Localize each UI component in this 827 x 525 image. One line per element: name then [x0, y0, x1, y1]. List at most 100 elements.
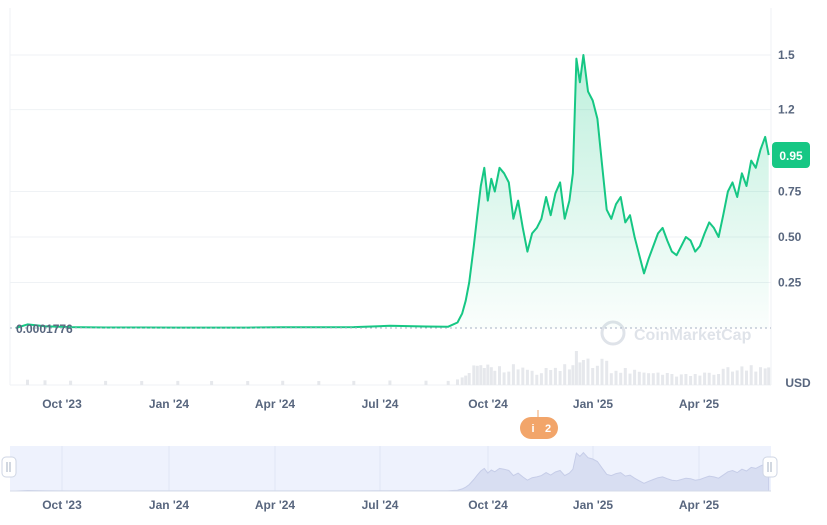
- volume-bar: [352, 380, 356, 385]
- volume-bar: [571, 365, 575, 385]
- volume-bar: [623, 368, 627, 385]
- volume-bar: [317, 381, 321, 385]
- volume-bar: [609, 373, 613, 385]
- volume-bar: [43, 380, 47, 385]
- volume-bar: [502, 372, 506, 385]
- volume-bar: [464, 375, 468, 385]
- volume-bar: [731, 371, 734, 385]
- volume-bar: [754, 371, 758, 385]
- volume-bar: [104, 380, 108, 385]
- volume-bar: [460, 377, 464, 385]
- currency-label: USD: [785, 376, 811, 390]
- events-badge[interactable]: i 2: [520, 410, 558, 439]
- y-tick-label: 0.25: [778, 276, 802, 290]
- volume-bar: [740, 366, 744, 385]
- x-tick-label: Jan '25: [573, 397, 614, 411]
- x-tick-label: Oct '24: [468, 397, 508, 411]
- navigator-x-tick-label: Apr '25: [679, 498, 720, 512]
- volume-bar: [475, 365, 479, 385]
- volume-bar: [749, 365, 753, 385]
- volume-bar: [605, 360, 609, 385]
- volume-bar: [595, 365, 599, 385]
- volume-bar: [498, 366, 501, 385]
- volume-bar: [479, 365, 483, 385]
- volume-bar: [689, 376, 693, 385]
- volume-bar: [511, 364, 515, 385]
- current-price-text: 0.95: [779, 149, 803, 163]
- volume-bar: [446, 380, 450, 385]
- volume-bar: [721, 368, 725, 385]
- volume-bar: [698, 375, 702, 385]
- navigator-x-tick-label: Apr '24: [255, 498, 296, 512]
- navigator-x-tick-label: Jan '24: [149, 498, 190, 512]
- volume-bar: [637, 371, 641, 385]
- volume-bar: [482, 368, 486, 385]
- volume-bar: [246, 381, 250, 385]
- volume-bar: [679, 374, 683, 385]
- price-line: [15, 54, 770, 329]
- volume-bar: [525, 369, 529, 385]
- volume-bar: [717, 374, 721, 385]
- volume-bar: [26, 379, 29, 385]
- volume-bar: [647, 373, 651, 385]
- price-area-fill: [15, 55, 769, 328]
- volume-bar: [424, 380, 428, 385]
- volume-bar: [735, 370, 739, 385]
- x-tick-label: Apr '25: [679, 397, 720, 411]
- x-tick-label: Jul '24: [362, 397, 399, 411]
- watermark-text: CoinMarketCap: [634, 327, 752, 344]
- volume-bar: [600, 358, 604, 385]
- volume-bar: [759, 367, 762, 385]
- volume-bar: [567, 369, 571, 385]
- range-navigator[interactable]: [1, 446, 778, 492]
- navigator-x-tick-label: Oct '23: [42, 498, 82, 512]
- volume-bar: [388, 380, 392, 385]
- volume-bar: [651, 373, 655, 385]
- grid-lines: [10, 54, 771, 283]
- volume-bar: [633, 369, 637, 385]
- volume-bar: [745, 370, 748, 385]
- volume-bar: [767, 367, 771, 385]
- volume-bar: [670, 374, 674, 385]
- x-axis: Oct '23 Jan '24 Apr '24 Jul '24 Oct '24 Jan '…: [42, 397, 719, 411]
- volume-bar: [578, 362, 582, 385]
- volume-bar: [563, 364, 567, 385]
- x-tick-label: Jan '24: [149, 397, 190, 411]
- volume-bar: [712, 374, 716, 385]
- volume-bar: [619, 372, 623, 385]
- volume-bar: [675, 376, 679, 385]
- volume-bar: [703, 372, 707, 385]
- volume-bar: [553, 367, 557, 385]
- y-axis: 1.5 1.2 0.75 0.50 0.25: [778, 48, 802, 290]
- volume-bar: [693, 374, 697, 385]
- navigator-left-handle[interactable]: [1, 456, 17, 478]
- navigator-x-tick-label: Oct '24: [468, 498, 508, 512]
- volume-bar: [516, 369, 520, 385]
- volume-bar: [456, 379, 459, 385]
- volume-bar: [574, 351, 578, 385]
- volume-bar: [763, 368, 767, 385]
- volume-bar: [530, 370, 534, 385]
- y-tick-label: 0.75: [778, 185, 802, 199]
- volume-bar: [467, 373, 471, 385]
- volume-bar: [489, 367, 493, 385]
- volume-bar: [210, 381, 214, 385]
- current-price-badge: 0.95: [772, 142, 810, 168]
- volume-bar: [581, 360, 585, 385]
- volume-bar: [549, 370, 553, 385]
- volume-bar: [539, 373, 543, 385]
- navigator-right-handle[interactable]: [762, 456, 778, 478]
- y-tick-label: 1.2: [778, 103, 795, 117]
- y-tick-label: 1.5: [778, 48, 795, 62]
- events-count: 2: [545, 423, 551, 435]
- volume-bar: [558, 371, 562, 385]
- x-tick-label: Oct '23: [42, 397, 82, 411]
- x-tick-label: Apr '24: [255, 397, 296, 411]
- volume-bar: [176, 380, 180, 385]
- volume-bar: [614, 370, 618, 385]
- volume-bar: [726, 367, 730, 385]
- y-tick-label: 0.50: [778, 230, 802, 244]
- navigator-x-axis: Oct '23 Jan '24 Apr '24 Jul '24 Oct '24 Jan '…: [42, 498, 719, 512]
- volume-bar: [684, 374, 688, 385]
- volume-bar: [140, 381, 144, 385]
